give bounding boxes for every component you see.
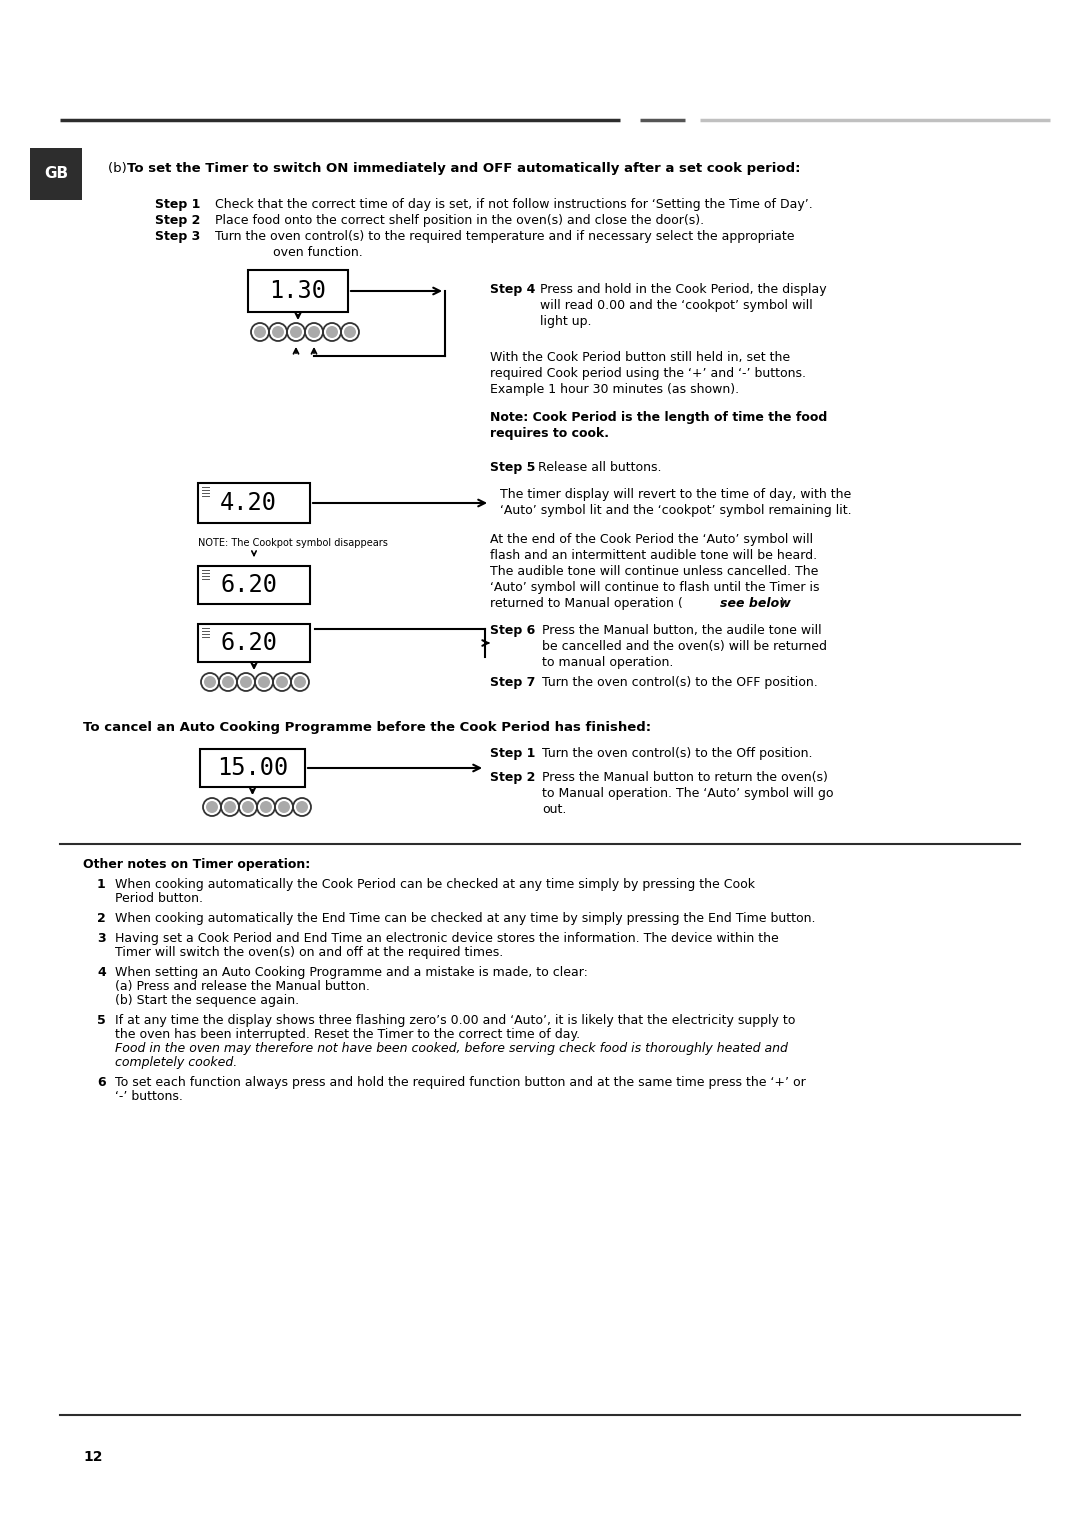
Text: Turn the oven control(s) to the OFF position.: Turn the oven control(s) to the OFF posi… [542, 676, 818, 689]
Circle shape [272, 326, 284, 338]
Text: 15.00: 15.00 [217, 756, 288, 780]
Text: 12: 12 [83, 1450, 103, 1463]
Text: Press and hold in the Cook Period, the display: Press and hold in the Cook Period, the d… [540, 283, 826, 295]
Circle shape [222, 676, 234, 688]
Text: To set each function always press and hold the required function button and at t: To set each function always press and ho… [114, 1076, 806, 1089]
Text: GB: GB [44, 167, 68, 182]
Bar [200, 748, 305, 786]
Text: Having set a Cook Period and End Time an electronic device stores the informatio: Having set a Cook Period and End Time an… [114, 932, 779, 945]
Text: Turn the oven control(s) to the required temperature and if necessary select the: Turn the oven control(s) to the required… [215, 230, 795, 242]
Text: ‘-’ buttons.: ‘-’ buttons. [114, 1089, 183, 1103]
Text: 2: 2 [97, 912, 106, 926]
Text: 3: 3 [97, 932, 106, 945]
Text: Food in the oven may therefore not have been cooked, before serving check food i: Food in the oven may therefore not have … [114, 1042, 788, 1054]
Text: Press the Manual button, the audile tone will: Press the Manual button, the audile tone… [542, 624, 822, 636]
Text: completely cooked.: completely cooked. [114, 1056, 238, 1070]
Text: If at any time the display shows three flashing zero’s 0.00 and ‘Auto’, it is li: If at any time the display shows three f… [114, 1014, 795, 1027]
Text: To cancel an Auto Cooking Programme before the Cook Period has finished:: To cancel an Auto Cooking Programme befo… [83, 721, 651, 733]
Circle shape [345, 326, 356, 338]
Circle shape [296, 801, 308, 814]
Text: When cooking automatically the Cook Period can be checked at any time simply by : When cooking automatically the Cook Peri… [114, 879, 755, 891]
Text: be cancelled and the oven(s) will be returned: be cancelled and the oven(s) will be ret… [542, 639, 827, 653]
Text: 1: 1 [97, 879, 106, 891]
Text: Step 2: Step 2 [490, 771, 536, 783]
Text: light up.: light up. [540, 315, 592, 329]
Text: flash and an intermittent audible tone will be heard.: flash and an intermittent audible tone w… [490, 548, 818, 562]
Text: When setting an Auto Cooking Programme and a mistake is made, to clear:: When setting an Auto Cooking Programme a… [114, 967, 588, 979]
Text: 6: 6 [97, 1076, 106, 1089]
Text: Other notes on Timer operation:: Other notes on Timer operation: [83, 857, 310, 871]
Text: ‘Auto’ symbol will continue to flash until the Timer is: ‘Auto’ symbol will continue to flash unt… [490, 580, 820, 594]
Text: Step 6: Step 6 [490, 624, 536, 636]
Text: 4.20: 4.20 [220, 491, 276, 515]
Text: With the Cook Period button still held in, set the: With the Cook Period button still held i… [490, 351, 791, 364]
Text: will read 0.00 and the ‘cookpot’ symbol will: will read 0.00 and the ‘cookpot’ symbol … [540, 298, 813, 312]
Text: 4: 4 [97, 967, 106, 979]
Text: 6.20: 6.20 [220, 573, 276, 597]
Text: required Cook period using the ‘+’ and ‘-’ buttons.: required Cook period using the ‘+’ and ‘… [490, 367, 806, 380]
Text: Period button.: Period button. [114, 892, 203, 904]
Circle shape [260, 801, 272, 814]
Text: Timer will switch the oven(s) on and off at the required times.: Timer will switch the oven(s) on and off… [114, 945, 503, 959]
Circle shape [240, 676, 252, 688]
Text: Step 1: Step 1 [490, 747, 536, 761]
Bar [30, 148, 82, 200]
Circle shape [276, 676, 288, 688]
Circle shape [326, 326, 338, 338]
Text: Release all buttons.: Release all buttons. [538, 461, 661, 474]
Text: 6.20: 6.20 [220, 632, 276, 654]
Text: requires to cook.: requires to cook. [490, 427, 609, 439]
Text: Step 1: Step 1 [156, 198, 201, 211]
Text: see below: see below [720, 597, 791, 611]
Circle shape [242, 801, 254, 814]
Bar [198, 624, 310, 662]
Text: Check that the correct time of day is set, if not follow instructions for ‘Setti: Check that the correct time of day is se… [215, 198, 813, 211]
Text: Press the Manual button to return the oven(s): Press the Manual button to return the ov… [542, 771, 828, 783]
Bar [198, 567, 310, 604]
Text: NOTE: The Cookpot symbol disappears: NOTE: The Cookpot symbol disappears [198, 538, 388, 548]
Bar [248, 270, 348, 312]
Text: Step 5: Step 5 [490, 461, 536, 474]
Text: Turn the oven control(s) to the Off position.: Turn the oven control(s) to the Off posi… [542, 747, 812, 761]
Text: At the end of the Cook Period the ‘Auto’ symbol will: At the end of the Cook Period the ‘Auto’… [490, 533, 813, 545]
Text: 1.30: 1.30 [270, 279, 326, 303]
Circle shape [254, 326, 266, 338]
Text: Place food onto the correct shelf position in the oven(s) and close the door(s).: Place food onto the correct shelf positi… [215, 214, 704, 227]
Text: to Manual operation. The ‘Auto’ symbol will go: to Manual operation. The ‘Auto’ symbol w… [542, 786, 834, 800]
Text: (b) Start the sequence again.: (b) Start the sequence again. [114, 994, 299, 1007]
Circle shape [294, 676, 306, 688]
Text: Step 4: Step 4 [490, 283, 536, 295]
Bar [198, 483, 310, 523]
Text: Step 3: Step 3 [156, 230, 200, 242]
Text: Example 1 hour 30 minutes (as shown).: Example 1 hour 30 minutes (as shown). [490, 383, 739, 395]
Circle shape [258, 676, 270, 688]
Text: out.: out. [542, 803, 566, 817]
Text: returned to Manual operation (: returned to Manual operation ( [490, 597, 683, 611]
Text: Step 7: Step 7 [490, 676, 536, 689]
Text: The timer display will revert to the time of day, with the: The timer display will revert to the tim… [500, 488, 851, 501]
Circle shape [206, 801, 218, 814]
Text: Note: Cook Period is the length of time the food: Note: Cook Period is the length of time … [490, 411, 827, 424]
Circle shape [278, 801, 291, 814]
Text: oven function.: oven function. [273, 245, 363, 259]
Text: (b): (b) [108, 162, 131, 176]
Text: (a) Press and release the Manual button.: (a) Press and release the Manual button. [114, 980, 369, 992]
Text: Step 2: Step 2 [156, 214, 201, 227]
Text: ).: ). [780, 597, 788, 611]
Text: ‘Auto’ symbol lit and the ‘cookpot’ symbol remaining lit.: ‘Auto’ symbol lit and the ‘cookpot’ symb… [500, 504, 852, 517]
Circle shape [291, 326, 302, 338]
Text: to manual operation.: to manual operation. [542, 656, 673, 670]
Circle shape [308, 326, 320, 338]
Circle shape [224, 801, 237, 814]
Text: 5: 5 [97, 1014, 106, 1027]
Circle shape [204, 676, 216, 688]
Text: When cooking automatically the End Time can be checked at any time by simply pre: When cooking automatically the End Time … [114, 912, 815, 926]
Text: The audible tone will continue unless cancelled. The: The audible tone will continue unless ca… [490, 565, 819, 579]
Text: the oven has been interrupted. Reset the Timer to the correct time of day.: the oven has been interrupted. Reset the… [114, 1029, 580, 1041]
Text: To set the Timer to switch ON immediately and OFF automatically after a set cook: To set the Timer to switch ON immediatel… [127, 162, 800, 176]
